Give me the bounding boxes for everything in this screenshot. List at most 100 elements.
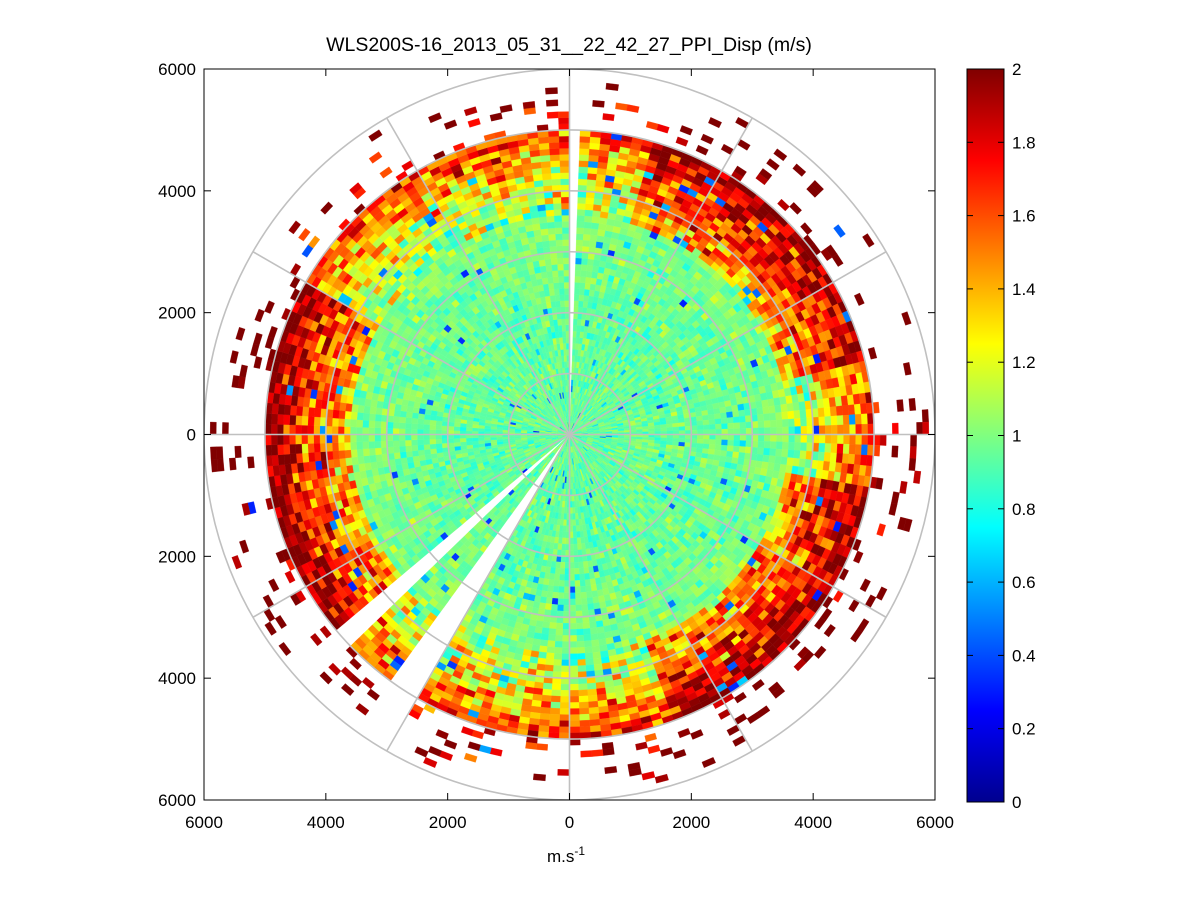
data-cell — [830, 443, 838, 454]
data-cell — [587, 173, 598, 181]
data-cell — [739, 434, 747, 441]
data-cell — [582, 622, 591, 630]
data-cell — [582, 561, 589, 568]
data-cell — [605, 82, 619, 91]
data-cell — [554, 634, 563, 642]
data-cell — [587, 166, 598, 175]
data-cell — [559, 702, 570, 709]
data-cell — [544, 664, 554, 672]
data-cell — [544, 603, 552, 611]
data-cell — [538, 725, 550, 733]
data-cell — [806, 425, 814, 435]
data-cell — [547, 640, 556, 648]
data-cell — [776, 426, 783, 435]
data-cell — [726, 450, 734, 458]
data-cell — [573, 318, 578, 326]
data-cell — [860, 454, 868, 466]
data-cell — [855, 434, 863, 445]
data-cell — [572, 513, 576, 520]
data-cell — [586, 179, 597, 187]
data-cell — [586, 682, 597, 690]
data-cell — [595, 681, 606, 690]
data-cell — [576, 531, 581, 538]
data-cell — [825, 425, 832, 435]
data-cell — [793, 410, 801, 419]
data-cell — [576, 215, 585, 222]
data-cell — [654, 427, 661, 432]
data-cell — [824, 443, 832, 453]
data-cell — [585, 203, 594, 211]
data-cell — [588, 160, 599, 169]
data-cell — [563, 598, 570, 606]
data-cell — [800, 426, 808, 435]
data-cell — [571, 495, 575, 502]
data-cell — [769, 448, 777, 457]
data-cell — [533, 681, 544, 690]
data-cell — [702, 443, 710, 450]
data-cell — [782, 434, 789, 443]
data-cell — [561, 665, 570, 673]
data-cell — [909, 446, 917, 459]
data-cell — [550, 701, 561, 709]
data-cell — [788, 434, 796, 443]
data-cell — [720, 412, 728, 419]
data-cell — [557, 598, 564, 606]
data-cell — [569, 696, 580, 703]
data-cell — [725, 405, 733, 413]
data-cell — [562, 635, 570, 642]
data-cell — [737, 403, 745, 411]
data-cell — [799, 409, 807, 419]
data-cell — [562, 525, 567, 533]
data-cell — [580, 542, 586, 550]
data-cell — [720, 444, 728, 452]
data-cell — [574, 276, 581, 283]
data-cell — [602, 748, 615, 756]
data-cell — [854, 454, 862, 466]
data-cell — [896, 399, 904, 412]
data-cell — [580, 270, 587, 278]
data-cell — [572, 537, 578, 545]
data-cell — [553, 653, 562, 660]
data-cell — [546, 591, 554, 599]
data-cell — [563, 604, 570, 612]
data-cell — [574, 269, 582, 277]
data-cell — [715, 439, 722, 446]
data-cell — [572, 531, 577, 539]
data-cell — [696, 415, 703, 422]
data-cell — [574, 294, 580, 301]
data-cell — [696, 443, 704, 449]
data-cell — [569, 671, 579, 679]
data-cell — [823, 452, 831, 463]
data-cell — [557, 592, 565, 600]
data-cell — [554, 640, 563, 648]
data-cell — [589, 578, 597, 586]
data-cell — [541, 688, 552, 696]
data-cell — [794, 426, 802, 435]
data-cell — [576, 640, 585, 648]
data-cell — [861, 423, 869, 435]
data-cell — [585, 276, 592, 284]
data-cell — [782, 426, 789, 435]
data-cell — [554, 647, 563, 654]
data-cell — [775, 419, 783, 428]
data-cell — [579, 573, 585, 581]
data-cell — [584, 209, 594, 217]
data-cell — [591, 216, 601, 224]
data-cell — [575, 239, 584, 247]
data-cell — [786, 402, 794, 412]
data-cell — [555, 628, 563, 636]
data-cell — [559, 568, 565, 575]
data-cell — [582, 628, 591, 636]
data-cell — [770, 427, 777, 435]
data-cell — [539, 713, 551, 721]
data-cell — [579, 148, 590, 156]
data-cell — [666, 423, 673, 428]
data-cell — [630, 429, 637, 433]
data-cell — [836, 443, 844, 454]
data-cell — [733, 434, 741, 441]
data-cell — [575, 604, 582, 612]
data-cell — [576, 227, 585, 235]
data-cell — [702, 448, 709, 455]
data-cell — [590, 639, 600, 647]
